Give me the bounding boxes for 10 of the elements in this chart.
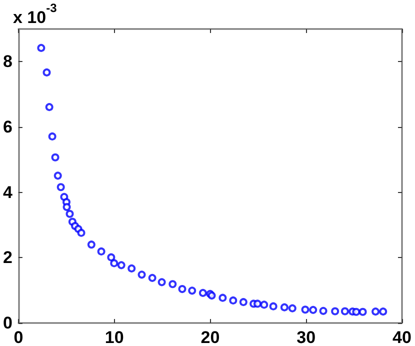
y-tick-label: 2 (2, 248, 12, 268)
x-tick-label: 40 (392, 328, 412, 346)
x-tick-label: 30 (296, 328, 316, 346)
x-tick-label: 10 (104, 328, 124, 346)
y-tick-label: 6 (2, 118, 12, 136)
x-tick-label: 0 (14, 328, 24, 346)
y-tick-label: 0 (2, 314, 12, 332)
x-tick-label: 20 (200, 328, 220, 346)
y-tick-label: 4 (2, 182, 13, 202)
y-tick-label: 8 (2, 52, 12, 72)
